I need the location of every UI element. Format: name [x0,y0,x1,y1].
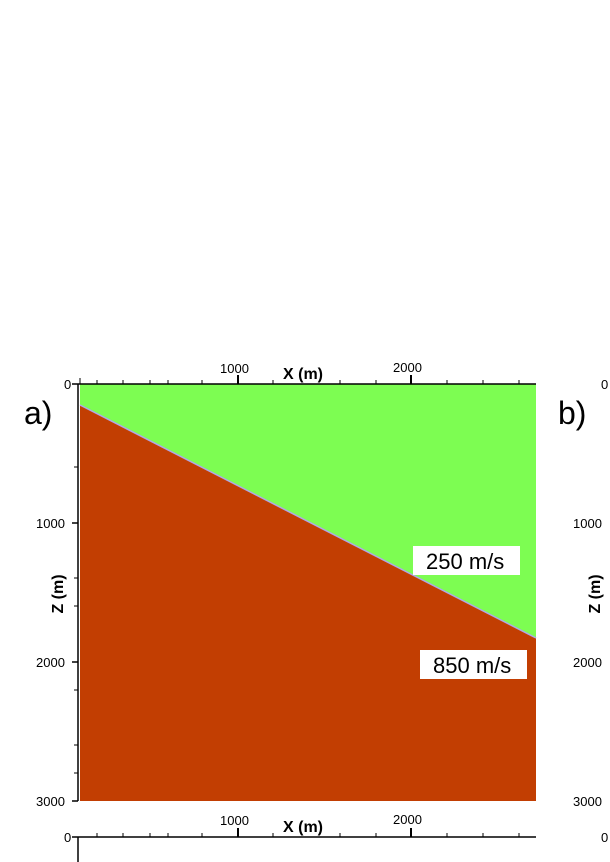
panel-c-x-ticks [72,828,520,838]
panel-b-lower-z-tick-0: 0 [601,830,608,845]
panel-c-x-tick-1000: 1000 [220,813,249,828]
layer-interface-line [79,404,537,639]
panel-b-z-axis-title: Z (m) [587,574,604,613]
z-tick-label-2000: 2000 [36,655,65,670]
lower-velocity-box [420,650,527,679]
panel-b-z-tick-1000: 1000 [573,516,602,531]
panel-c-z-tick-0: 0 [64,830,71,845]
panel-letter-a: a) [24,395,52,431]
x-tick-label-2000: 2000 [393,360,422,375]
x-tick-label-1000: 1000 [220,361,249,376]
panel-b-z-tick-2000: 2000 [573,655,602,670]
panel-a: 1000 2000 X (m) 0 1000 2000 3000 Z (m) a… [24,360,537,809]
z-tick-label-3000: 3000 [36,794,65,809]
z-axis-title: Z (m) [50,574,67,613]
upper-velocity-box [413,546,520,575]
z-ticks-left [72,383,78,802]
panel-b-z-tick-3000: 3000 [573,794,602,809]
panel-letter-b: b) [558,395,586,431]
panel-b-partial: b) 0 1000 2000 3000 Z (m) [558,377,608,809]
panel-b-z-tick-0: 0 [601,377,608,392]
panel-c-x-tick-2000: 2000 [393,812,422,827]
x-axis-title: X (m) [283,366,323,383]
lower-velocity-label: 850 m/s [433,653,511,678]
x-ticks-top [79,375,520,384]
z-tick-label-0: 0 [64,377,71,392]
z-tick-label-1000: 1000 [36,516,65,531]
upper-velocity-label: 250 m/s [426,549,504,574]
lower-layer-fill [80,405,536,801]
panel-c-partial: 1000 2000 X (m) 0 0 [64,812,608,862]
panel-c-x-axis-title: X (m) [283,819,323,836]
